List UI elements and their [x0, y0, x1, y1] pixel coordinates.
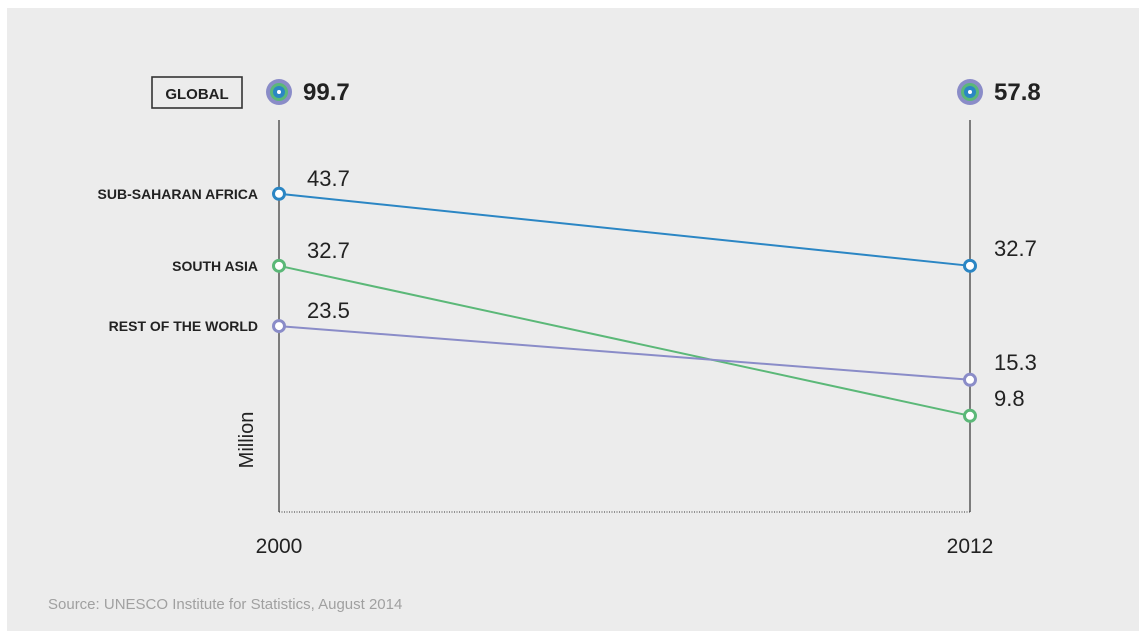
- series-point: [963, 258, 977, 273]
- value-label: 43.7: [307, 166, 350, 191]
- value-label: 9.8: [994, 386, 1025, 411]
- global-label: GLOBAL: [165, 86, 228, 103]
- source-note: Source: UNESCO Institute for Statistics,…: [48, 596, 403, 613]
- series-line: [278, 192, 971, 267]
- global-marker-center: [277, 90, 281, 94]
- global-label-box: [151, 76, 243, 109]
- category-label: REST OF THE WORLD: [109, 318, 258, 334]
- value-label: 23.5: [307, 298, 350, 323]
- value-label: 15.3: [994, 350, 1037, 375]
- series-point: [272, 186, 286, 201]
- series-line: [278, 264, 971, 417]
- global-marker-center: [968, 90, 972, 94]
- x-tick-label: 2000: [256, 535, 303, 558]
- x-tick-label: 2012: [947, 535, 994, 558]
- series-point: [963, 408, 977, 423]
- global-value-label: 99.7: [303, 79, 350, 106]
- y-axis-label: Million: [236, 412, 258, 469]
- series-point: [272, 319, 286, 334]
- value-label: 32.7: [994, 236, 1037, 261]
- value-label: 32.7: [307, 238, 350, 263]
- series-point: [272, 258, 286, 273]
- global-value-label: 57.8: [994, 79, 1041, 106]
- series-point: [963, 372, 977, 387]
- series-line: [278, 325, 971, 381]
- category-label: SOUTH ASIA: [172, 258, 258, 274]
- category-label: SUB-SAHARAN AFRICA: [98, 186, 258, 202]
- chart-panel: [7, 8, 1139, 631]
